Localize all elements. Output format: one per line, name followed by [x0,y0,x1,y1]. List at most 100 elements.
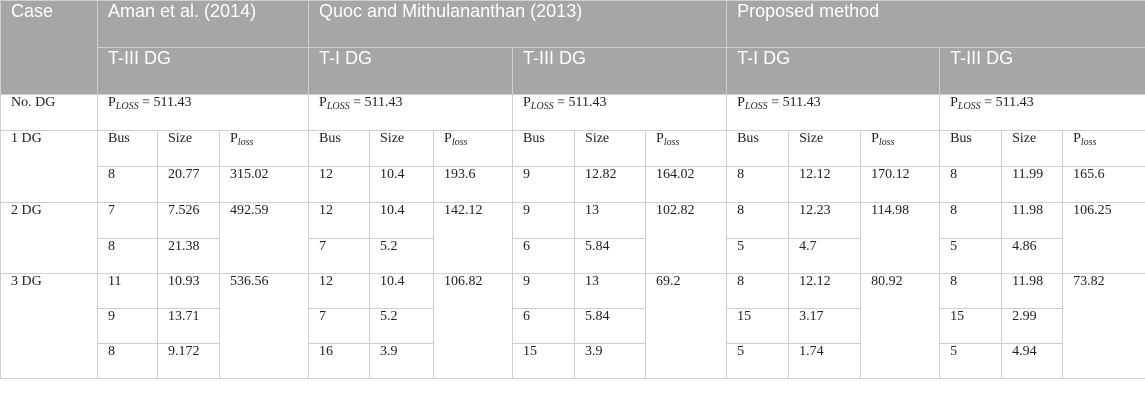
bus-cell: 8 [97,166,158,203]
size-cell: 10.4 [369,166,435,203]
subheader-ploss: Ploss [860,130,941,167]
ploss-base-cell: PLOSS = 511.43 [308,94,514,131]
bus-cell: 12 [308,273,371,309]
ploss-cell: 114.98 [860,202,941,274]
size-cell: 13 [574,273,647,309]
header-row-dg-types: T-III DG T-I DG T-III DG T-I DG T-III DG [0,47,1145,95]
header-dg-type: T-I DG [726,47,941,95]
size-cell: 3.9 [369,343,435,379]
header-dg-type: T-III DG [96,47,310,95]
size-cell: 21.38 [157,238,220,274]
bus-cell: 7 [308,308,371,344]
size-cell: 5.2 [369,308,435,344]
subheader-size: Size [369,130,435,167]
subheader-size: Size [1001,130,1064,167]
row-label: 1 DG [0,130,98,203]
subheader-size: Size [788,130,862,167]
ploss-base-cell: PLOSS = 511.43 [939,94,1145,131]
header-dg-type: T-I DG [308,47,514,95]
bus-cell: 8 [97,238,158,274]
bus-cell: 16 [308,343,371,379]
table-row-3dg-second: 9 13.71 7 5.2 6 5.84 15 3.17 15 2.99 [1,308,1145,344]
ploss-cell: 165.6 [1062,166,1145,203]
header-dg-type: T-III DG [939,47,1145,95]
bus-cell: 5 [939,343,1003,379]
ploss-cell: 69.2 [645,273,728,379]
comparison-table: Case Aman et al. (2014) Quoc and Mithula… [0,0,1145,379]
table-row-3dg: 3 DG 11 10.93 536.56 12 10.4 106.82 9 13… [0,273,1145,379]
bus-cell: 6 [512,308,576,344]
header-quoc: Quoc and Mithulananthan (2013) [308,0,728,48]
ploss-cell: 80.92 [860,273,941,379]
header-case-blank [0,47,98,95]
table-row-1dg-subheader: 1 DG Bus Size Ploss Bus Size Ploss Bus S… [0,130,1145,203]
bus-cell: 5 [726,343,790,379]
size-cell: 4.86 [1001,238,1064,274]
size-cell: 10.4 [369,273,435,309]
size-cell: 4.7 [788,238,862,274]
ploss-base-cell: PLOSS = 511.43 [512,94,728,131]
size-cell: 5.84 [574,238,647,274]
size-cell: 9.172 [157,343,220,379]
size-cell: 12.23 [788,202,862,239]
size-cell: 2.99 [1001,308,1064,344]
subheader-bus: Bus [939,130,1003,167]
bus-cell: 5 [939,238,1003,274]
bus-cell: 7 [308,238,371,274]
row-label: 2 DG [0,202,98,274]
size-cell: 1.74 [788,343,862,379]
size-cell: 12.12 [788,166,862,203]
size-cell: 13.71 [157,308,220,344]
bus-cell: 15 [512,343,576,379]
size-cell: 11.98 [1001,273,1064,309]
subheader-bus: Bus [726,130,790,167]
ploss-cell: 193.6 [433,166,514,203]
size-cell: 10.93 [157,273,220,309]
bus-cell: 8 [726,202,790,239]
table-row-2dg: 2 DG 7 7.526 492.59 12 10.4 142.12 9 13 … [0,202,1145,274]
size-cell: 11.98 [1001,202,1064,239]
row-label: No. DG [0,94,98,131]
subheader-size: Size [574,130,647,167]
subheader-bus: Bus [97,130,158,167]
subheader-ploss: Ploss [1062,130,1145,167]
subheader-ploss: Ploss [645,130,728,167]
bus-cell: 8 [939,273,1003,309]
ploss-cell: 170.12 [860,166,941,203]
subheader-bus: Bus [512,130,576,167]
ploss-cell: 142.12 [433,202,514,274]
size-cell: 20.77 [157,166,220,203]
size-cell: 4.94 [1001,343,1064,379]
bus-cell: 12 [308,202,371,239]
table-row-2dg-second: 8 21.38 7 5.2 6 5.84 5 4.7 5 4.86 [1,238,1145,274]
ploss-base-cell: PLOSS = 511.43 [726,94,941,131]
bus-cell: 6 [512,238,576,274]
header-proposed: Proposed method [726,0,1145,48]
bus-cell: 9 [512,166,576,203]
size-cell: 12.12 [788,273,862,309]
subheader-ploss: Ploss [218,130,310,167]
bus-cell: 15 [939,308,1003,344]
subheader-size: Size [157,130,220,167]
bus-cell: 5 [726,238,790,274]
header-aman: Aman et al. (2014) [96,0,310,48]
bus-cell: 9 [512,273,576,309]
size-cell: 5.84 [574,308,647,344]
size-cell: 7.526 [157,202,220,239]
table-row-3dg-third: 8 9.172 16 3.9 15 3.9 5 1.74 5 4.94 [1,343,1145,379]
ploss-cell: 102.82 [645,202,728,274]
size-cell: 5.2 [369,238,435,274]
ploss-cell: 106.25 [1062,202,1145,274]
subheader-bus: Bus [308,130,371,167]
bus-cell: 11 [97,273,158,309]
size-cell: 3.9 [574,343,647,379]
subheader-ploss: Ploss [433,130,514,167]
bus-cell: 9 [97,308,158,344]
ploss-base-cell: PLOSS = 511.43 [96,94,310,131]
ploss-cell: 536.56 [218,273,310,379]
row-label: 3 DG [0,273,98,379]
bus-cell: 15 [726,308,790,344]
bus-cell: 8 [97,343,158,379]
ploss-cell: 73.82 [1062,273,1145,379]
bus-cell: 7 [97,202,158,239]
